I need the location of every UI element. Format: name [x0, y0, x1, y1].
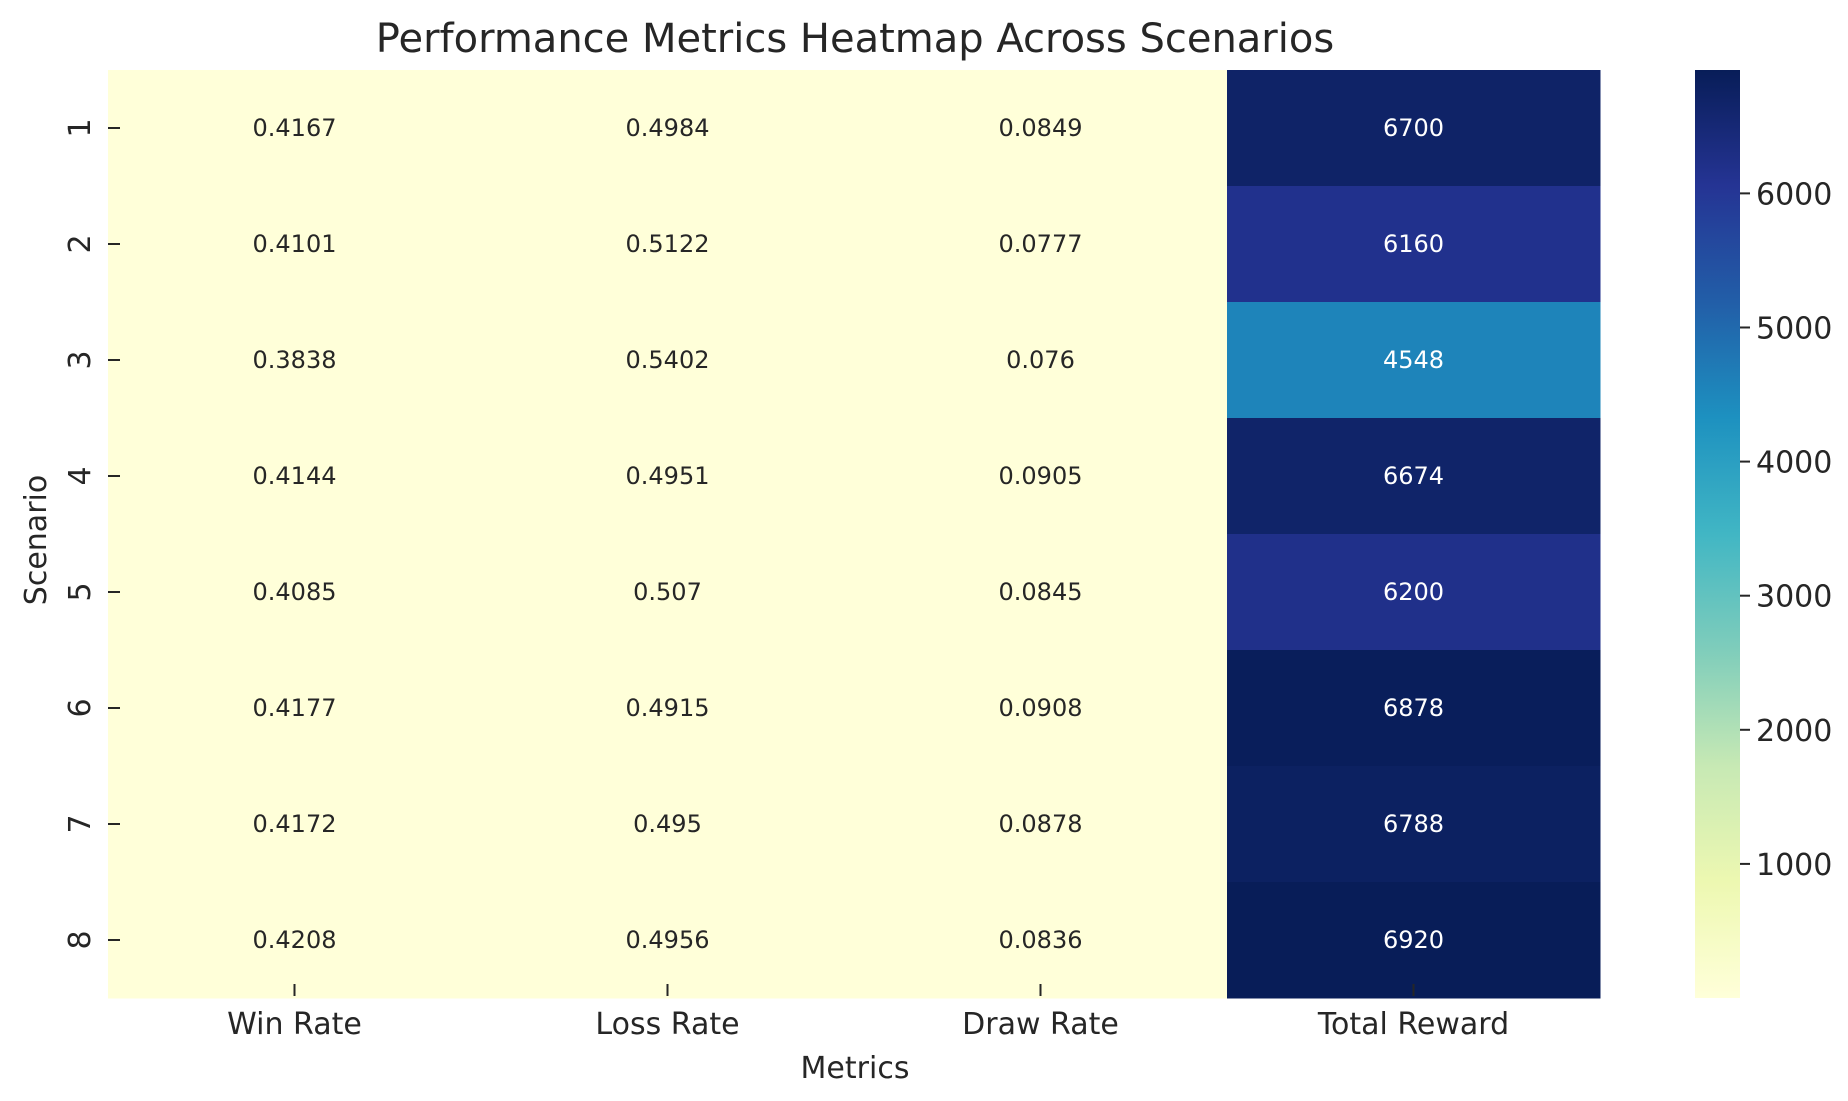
heatmap-cell-label: 0.5402 — [626, 346, 710, 374]
heatmap-cell-label: 0.0777 — [999, 230, 1083, 258]
heatmap-cell — [481, 418, 855, 535]
heatmap-cell-label: 0.0905 — [999, 462, 1083, 490]
heatmap-cell-label: 0.4984 — [626, 114, 710, 142]
heatmap-cell — [1227, 418, 1601, 535]
x-axis: Win Rate Loss Rate Draw Rate Total Reward — [227, 984, 1509, 1042]
colorbar-tick-label: 1000 — [1756, 848, 1832, 883]
heatmap-cell — [481, 650, 855, 767]
heatmap-cell-label: 0.4172 — [253, 810, 337, 838]
colorbar-tick-label: 3000 — [1756, 580, 1832, 615]
heatmap-cell-label: 0.0908 — [999, 694, 1083, 722]
colorbar-ticks: 1000 2000 3000 4000 5000 6000 — [1740, 177, 1832, 883]
heatmap-cell — [1227, 186, 1601, 303]
chart-title: Performance Metrics Heatmap Across Scena… — [376, 16, 1334, 62]
heatmap-cell-label: 0.0849 — [999, 114, 1083, 142]
heatmap-cell-label: 6674 — [1383, 462, 1444, 490]
heatmap-cell-label: 6160 — [1383, 230, 1444, 258]
heatmap-cell — [1227, 70, 1601, 187]
heatmap-cell-label: 0.0878 — [999, 810, 1083, 838]
y-tick-label: 5 — [63, 582, 98, 601]
heatmap-cell — [108, 418, 482, 535]
heatmap-cell-label: 0.495 — [633, 810, 702, 838]
colorbar-tick-label: 6000 — [1756, 177, 1832, 212]
heatmap-cell — [481, 766, 855, 883]
heatmap-cell — [481, 302, 855, 419]
heatmap-cell-label: 0.4956 — [626, 926, 710, 954]
heatmap-cells — [108, 70, 1601, 999]
colorbar-tick-label: 4000 — [1756, 446, 1832, 481]
heatmap-cell — [1227, 650, 1601, 767]
heatmap-cell-label: 6788 — [1383, 810, 1444, 838]
heatmap-cell-label: 6920 — [1383, 926, 1444, 954]
heatmap-cell-label: 6878 — [1383, 694, 1444, 722]
heatmap-cell — [854, 418, 1228, 535]
heatmap-cell — [854, 882, 1228, 999]
heatmap-cell-label: 0.5122 — [626, 230, 710, 258]
heatmap-cell — [108, 70, 482, 187]
heatmap-cell-label: 0.4167 — [253, 114, 337, 142]
x-tick-label: Total Reward — [1317, 1007, 1509, 1042]
x-tick-label: Draw Rate — [962, 1007, 1119, 1042]
heatmap-cell-label: 0.0836 — [999, 926, 1083, 954]
heatmap-cell-label: 0.4951 — [626, 462, 710, 490]
heatmap-cell-label: 0.3838 — [253, 346, 337, 374]
heatmap-cell — [481, 534, 855, 651]
heatmap-cell — [854, 70, 1228, 187]
y-axis-label: Scenario — [19, 475, 54, 605]
heatmap-cell — [481, 70, 855, 187]
x-tick-label: Loss Rate — [595, 1007, 739, 1042]
x-tick-label: Win Rate — [227, 1007, 362, 1042]
heatmap-cell — [1227, 882, 1601, 999]
y-axis: 1 2 3 4 5 6 7 8 — [63, 118, 120, 950]
colorbar: 1000 2000 3000 4000 5000 6000 — [1695, 70, 1832, 998]
heatmap-cell — [854, 766, 1228, 883]
y-tick-label: 7 — [63, 814, 98, 833]
heatmap-cell-labels: 0.4167 0.4984 0.0849 6700 0.4101 0.5122 0.0777… — [253, 114, 1445, 954]
heatmap-cell-label: 0.4144 — [253, 462, 337, 490]
y-tick-label: 3 — [63, 350, 98, 369]
colorbar-tick-label: 2000 — [1756, 714, 1832, 749]
heatmap-cell — [481, 882, 855, 999]
heatmap-cell — [108, 882, 482, 999]
heatmap-cell-label: 0.4208 — [253, 926, 337, 954]
y-tick-label: 2 — [63, 234, 98, 253]
heatmap-cell — [854, 186, 1228, 303]
y-tick-label: 4 — [63, 466, 98, 485]
y-tick-label: 8 — [63, 930, 98, 949]
heatmap-cell-label: 0.4085 — [253, 578, 337, 606]
heatmap-cell — [1227, 766, 1601, 883]
heatmap-cell — [854, 534, 1228, 651]
heatmap-cell — [108, 302, 482, 419]
y-tick-label: 1 — [63, 118, 98, 137]
heatmap-cell — [108, 186, 482, 303]
y-tick-label: 6 — [63, 698, 98, 717]
heatmap-cell — [481, 186, 855, 303]
heatmap-cell-label: 6700 — [1383, 114, 1444, 142]
heatmap-cell-label: 0.076 — [1006, 346, 1075, 374]
heatmap-cell-label: 6200 — [1383, 578, 1444, 606]
heatmap-cell — [854, 302, 1228, 419]
heatmap-cell-label: 4548 — [1383, 346, 1444, 374]
heatmap-cell-label: 0.4915 — [626, 694, 710, 722]
heatmap-cell-label: 0.0845 — [999, 578, 1083, 606]
heatmap-cell-label: 0.4177 — [253, 694, 337, 722]
x-axis-label: Metrics — [801, 1051, 910, 1086]
heatmap-cell — [1227, 534, 1601, 651]
heatmap-cell — [108, 766, 482, 883]
heatmap-cell — [108, 650, 482, 767]
colorbar-gradient — [1695, 70, 1740, 998]
heatmap-cell — [854, 650, 1228, 767]
heatmap-cell-label: 0.4101 — [253, 230, 337, 258]
colorbar-tick-label: 5000 — [1756, 311, 1832, 346]
heatmap-cell — [108, 534, 482, 651]
heatmap-cell — [1227, 302, 1601, 419]
heatmap-cell-label: 0.507 — [633, 578, 702, 606]
